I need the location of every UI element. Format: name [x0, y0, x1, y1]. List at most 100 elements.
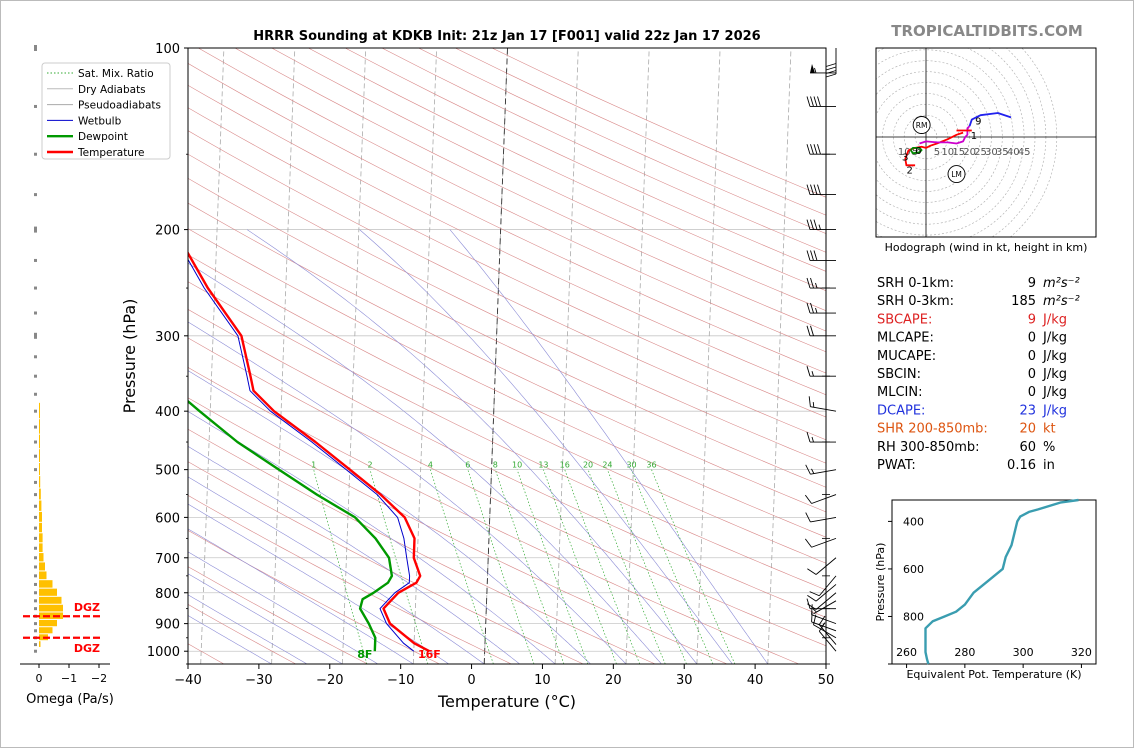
hodo-ring-label: 40: [1007, 147, 1020, 158]
barb-flag: [805, 512, 811, 523]
omega-zero-marker: [34, 504, 37, 508]
hodo-height-label: 3: [902, 153, 908, 164]
hodograph-caption: Hodograph (wind in kt, height in km): [885, 241, 1088, 254]
wind-barb: [806, 144, 836, 155]
y-tick-label: 600: [155, 511, 180, 526]
barb-flag: [825, 70, 837, 74]
stat-label: PWAT:: [877, 458, 916, 473]
y-tick-label: 800: [155, 587, 180, 602]
wind-barb: [811, 604, 837, 625]
stat-unit: J/kg: [1042, 331, 1067, 346]
dry-adiabat-line: [188, 367, 800, 664]
dry-adiabat-line: [188, 604, 296, 664]
omega-zero-marker: [34, 468, 37, 472]
moist-adiabat-line: [188, 503, 449, 664]
barb-flag: [807, 595, 817, 602]
mixing-ratio-label: 1: [311, 461, 316, 470]
theta-e-x-tick-label: 320: [1071, 646, 1092, 659]
stat-value: 23: [1019, 403, 1036, 418]
barb-flag: [806, 250, 811, 261]
zero-isotherm: [483, 48, 508, 664]
barb-flag: [810, 184, 814, 195]
barb-flag: [813, 184, 818, 195]
barb-half-flag: [812, 608, 817, 613]
omega-bar: [39, 562, 45, 571]
hodo-height-label: 1: [971, 131, 977, 142]
omega-zero-marker: [34, 582, 37, 586]
omega-zero-marker: [34, 515, 37, 519]
y-axis-label: Pressure (hPa): [120, 299, 139, 414]
stat-label: RH 300-850mb:: [877, 440, 980, 455]
dewpoint-line: [188, 399, 394, 652]
omega-zero-marker: [34, 226, 37, 233]
dry-adiabat-line: [234, 48, 826, 332]
omega-x-tick-label: −1: [61, 672, 77, 685]
barb-flag: [813, 144, 818, 155]
isotherm-line: [625, 48, 650, 664]
omega-zero-marker: [34, 493, 37, 497]
dry-adiabat-line: [188, 177, 826, 488]
theta-e-panel: 260 280 300 320 400 600 800 Equivalent Pot. Te…: [874, 498, 1097, 681]
barb-flag: [807, 568, 817, 575]
mixing-ratio-line: [467, 469, 535, 664]
mixing-ratio-label: 13: [538, 461, 548, 470]
y-tick-label: 500: [155, 464, 180, 479]
y-tick-label: 200: [155, 224, 180, 239]
barb-staff: [813, 600, 837, 615]
wind-barb: [804, 537, 837, 548]
omega-zero-marker: [34, 425, 37, 429]
theta-e-y-tick-label: 400: [903, 515, 924, 528]
legend-entry: Dewpoint: [78, 131, 128, 143]
skewt-diagram: 1 2 4 6 8 10 13 16 20 24 30 36 8F 16F100200300400500…: [41, 42, 834, 711]
legend: Sat. Mix. Ratio Dry Adiabats Pseudoadiabat…: [41, 62, 171, 160]
omega-zero-marker: [34, 409, 37, 413]
y-tick-label: 700: [155, 552, 180, 567]
isotherm-line: [271, 48, 296, 664]
wind-barb: [812, 600, 837, 615]
moist-adiabat-line: [188, 476, 485, 664]
theta-e-x-label: Equivalent Pot. Temperature (K): [906, 668, 1081, 681]
moist-adiabat-line: [188, 370, 591, 664]
barb-flag: [813, 96, 818, 107]
barb-flag: [810, 96, 814, 107]
omega-zero-marker: [34, 454, 37, 458]
chart-title: HRRR Sounding at KDKB Init: 21z Jan 17 […: [253, 29, 760, 44]
omega-zero-marker: [34, 629, 37, 633]
wind-barb: [806, 96, 836, 107]
barb-half-flag: [818, 224, 821, 230]
mixing-ratio-label: 10: [512, 461, 522, 470]
barb-flag: [810, 144, 814, 155]
hodo-height-label: 6: [915, 146, 921, 157]
omega-bar: [39, 462, 40, 476]
mixing-ratio-label: 20: [583, 461, 593, 470]
barb-staff: [810, 406, 837, 412]
dry-adiabat-line: [188, 107, 826, 418]
mixing-ratio-label: 16: [560, 461, 570, 470]
wind-barb: [809, 575, 837, 597]
hodo-height-label: 2: [906, 166, 912, 177]
omega-bar: [39, 488, 41, 500]
omega-panel: 0 −1 −2 DGZ DGZ Omega (Pa/s): [20, 45, 114, 707]
stat-value: 185: [1011, 294, 1036, 309]
hodo-ring-label: 10: [941, 147, 954, 158]
stat-unit: %: [1043, 440, 1055, 455]
moist-adiabat-line: [359, 229, 733, 664]
wind-barbs: [804, 48, 837, 652]
wind-barb: [807, 557, 837, 575]
barb-flag: [810, 250, 814, 261]
mixing-ratio-line: [564, 469, 641, 664]
theta-e-y-label: Pressure (hPa): [874, 543, 887, 622]
dgz-label: DGZ: [74, 601, 100, 614]
dry-adiabat-line: [188, 153, 826, 464]
omega-zero-marker: [34, 374, 37, 378]
barb-flag: [806, 598, 811, 609]
barb-flag: [813, 219, 818, 230]
omega-bar: [39, 588, 57, 596]
stat-value: 0: [1028, 331, 1036, 346]
omega-bar: [39, 543, 43, 553]
wetbulb-line: [188, 258, 415, 652]
mixing-ratio-label: 36: [646, 461, 656, 470]
mixing-ratio-label: 8: [493, 461, 498, 470]
omega-zero-marker: [34, 622, 37, 626]
barb-flag: [825, 66, 837, 71]
